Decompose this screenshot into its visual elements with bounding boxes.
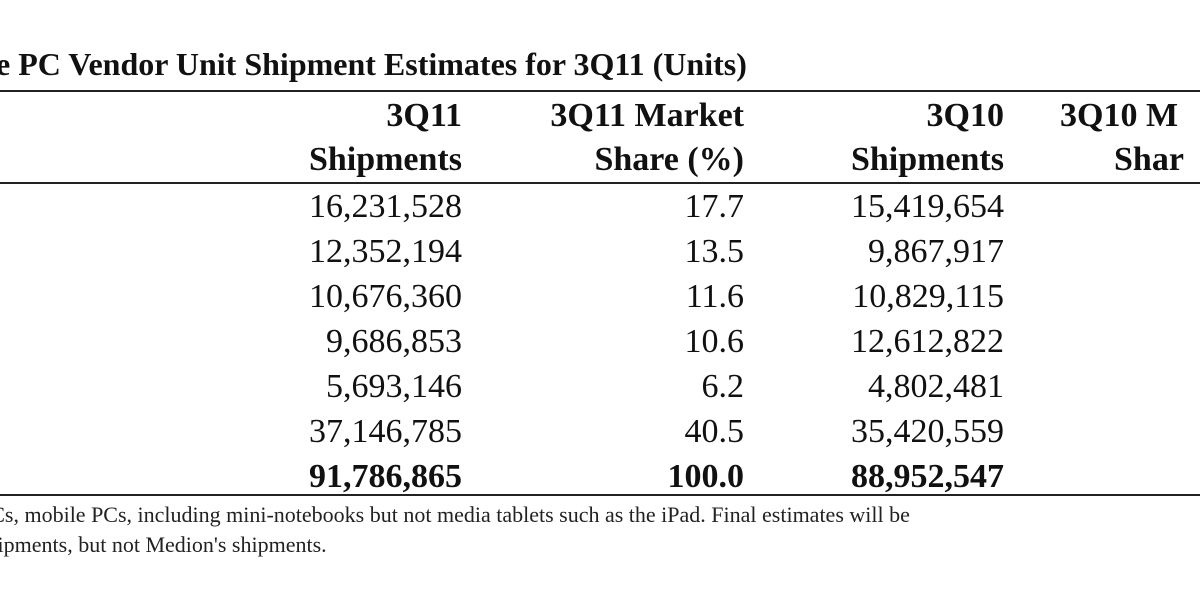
note-line: PCs, mobile PCs, including mini-notebook… <box>0 502 910 527</box>
cell-3q10-shipments-total: 88,952,547 <box>851 458 1004 495</box>
cell-3q11-shipments: 37,146,785 <box>309 413 462 450</box>
column-header-3q11-shipments: 3Q11 Shipments <box>309 94 462 182</box>
column-header-3q10-market-share: 3Q10 M Shar <box>1060 94 1184 182</box>
cell-3q11-shipments: 12,352,194 <box>309 233 462 270</box>
column-header-line: 3Q11 Market <box>550 97 744 134</box>
cell-3q11-shipments: 5,693,146 <box>326 368 462 405</box>
column-header-line: 3Q10 M <box>1060 97 1179 134</box>
note-line: shipments, but not Medion's shipments. <box>0 532 327 557</box>
header-bottom-rule <box>0 182 1200 184</box>
cell-3q10-shipments: 12,612,822 <box>851 323 1004 360</box>
column-header-line: Shar <box>1114 141 1184 178</box>
cell-3q11-share: 11.6 <box>685 278 744 315</box>
cell-3q11-share: 10.6 <box>684 323 745 360</box>
cell-3q10-shipments: 10,829,115 <box>852 278 1004 315</box>
table-body: 16,231,528 17.7 15,419,654 12,352,194 13… <box>0 184 1200 499</box>
table-row: 10,676,360 11.6 10,829,115 <box>0 274 1200 319</box>
column-header-line: 3Q10 <box>926 97 1004 134</box>
table-notes: PCs, mobile PCs, including mini-notebook… <box>0 500 910 560</box>
cell-3q10-shipments: 9,867,917 <box>868 233 1004 270</box>
cell-3q10-shipments: 15,419,654 <box>851 188 1004 225</box>
cell-3q10-shipments: 4,802,481 <box>868 368 1004 405</box>
cell-3q11-share: 17.7 <box>684 188 745 225</box>
cell-3q11-share-total: 100.0 <box>667 458 745 495</box>
cell-3q11-share: 6.2 <box>701 368 745 405</box>
cell-3q11-share: 40.5 <box>684 413 745 450</box>
table-row-total: 91,786,865 100.0 88,952,547 <box>0 454 1200 499</box>
cell-3q10-shipments: 35,420,559 <box>851 413 1004 450</box>
table-row: 16,231,528 17.7 15,419,654 <box>0 184 1200 229</box>
table-row: 37,146,785 40.5 35,420,559 <box>0 409 1200 454</box>
table-row: 12,352,194 13.5 9,867,917 <box>0 229 1200 274</box>
table-title: e PC Vendor Unit Shipment Estimates for … <box>0 46 747 82</box>
column-header-line: Share (%) <box>594 141 744 178</box>
cell-3q11-shipments: 16,231,528 <box>309 188 462 225</box>
table-bottom-rule <box>0 494 1200 496</box>
column-header-3q10-shipments: 3Q10 Shipments <box>851 94 1004 182</box>
header-top-rule <box>0 90 1200 92</box>
cell-3q11-shipments: 9,686,853 <box>326 323 462 360</box>
table-row: 5,693,146 6.2 4,802,481 <box>0 364 1200 409</box>
column-header-line: Shipments <box>850 141 1004 178</box>
column-header-line: Shipments <box>308 141 462 178</box>
column-header-3q11-market-share: 3Q11 Market Share (%) <box>550 94 744 182</box>
cell-3q11-shipments: 10,676,360 <box>309 278 462 315</box>
column-header-line: 3Q11 <box>386 97 462 134</box>
cell-3q11-shipments-total: 91,786,865 <box>309 458 462 495</box>
cell-3q11-share: 13.5 <box>684 233 745 270</box>
table-row: 9,686,853 10.6 12,612,822 <box>0 319 1200 364</box>
